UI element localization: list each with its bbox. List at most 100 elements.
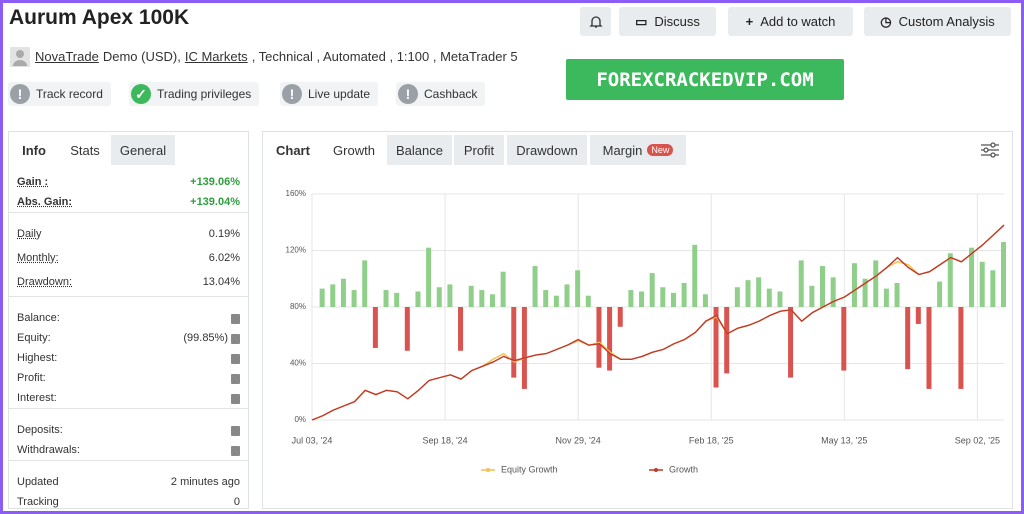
bar [734, 287, 740, 307]
stats-tab[interactable]: Info [9, 135, 59, 165]
bar [330, 284, 336, 307]
x-tick-label: May 13, '25 [821, 435, 867, 445]
bar [639, 291, 645, 307]
stat-value: 6.02% [209, 252, 240, 264]
bar [745, 280, 751, 307]
stat-row: Monthly: 6.02% [17, 250, 240, 266]
stat-label: Updated [17, 476, 59, 488]
bar [724, 307, 730, 374]
bar [979, 261, 985, 307]
tab-label: Margin [602, 142, 643, 158]
bar [958, 307, 964, 389]
stat-label: Withdrawals: [17, 444, 80, 456]
badge-label: Live update [308, 87, 371, 101]
bar [969, 247, 975, 307]
x-tick-label: Feb 18, '25 [689, 435, 734, 445]
chart-tab[interactable]: Drawdown [507, 135, 587, 165]
broker-link[interactable]: IC Markets [184, 49, 248, 64]
bar [511, 307, 517, 378]
tab-label: Balance [396, 142, 443, 158]
bar [894, 282, 900, 307]
bar [617, 307, 623, 327]
line [311, 224, 1005, 421]
stat-row: Abs. Gain: +139.04% [17, 194, 240, 210]
bar [681, 282, 687, 307]
bar [873, 260, 879, 307]
header-button[interactable]: + Add to watch [728, 7, 853, 36]
separator [9, 212, 248, 213]
y-tick-label: 80% [290, 302, 306, 311]
status-icon: ✓ [131, 84, 151, 104]
bar [543, 290, 549, 307]
bar [809, 285, 815, 307]
legend-dot [486, 468, 490, 472]
value-text: 13.04% [202, 276, 240, 288]
value-text: +139.06% [190, 176, 240, 188]
account-line: NovaTrade Demo (USD), IC Markets , Techn… [35, 49, 518, 64]
chart-tab[interactable]: Profit [454, 135, 504, 165]
bar [777, 291, 783, 307]
stat-value [231, 393, 240, 404]
stat-row: Tracking 0 [17, 494, 240, 510]
value-text: 0.19% [208, 228, 240, 240]
bar [479, 290, 485, 307]
stat-label: Tracking [17, 496, 59, 508]
header-button[interactable]: ◷ Custom Analysis [864, 7, 1011, 36]
bar [319, 288, 325, 307]
bar [990, 270, 996, 307]
stat-label: Abs. Gain: [17, 196, 73, 208]
bar [404, 307, 410, 351]
separator [9, 460, 248, 461]
badge: ✓ Trading privileges [129, 82, 260, 106]
stat-value [231, 425, 240, 436]
stat-label: Gain : [17, 176, 49, 188]
bar [575, 270, 581, 307]
account: Demo (USD), [102, 49, 181, 64]
button-label: Discuss [654, 14, 700, 29]
badge: ! Cashback [396, 82, 486, 106]
bar [564, 284, 570, 307]
badge: ! Track record [8, 82, 111, 106]
stat-value: +139.06% [190, 176, 240, 188]
stat-row: Withdrawals: [17, 442, 240, 458]
stat-label: Highest: [17, 352, 58, 364]
bar [596, 307, 602, 368]
bar [500, 271, 506, 307]
stats-tab[interactable]: Stats [59, 135, 111, 165]
chart-tab[interactable]: Growth [323, 135, 385, 165]
button-label: Add to watch [760, 14, 836, 29]
bar [830, 277, 836, 307]
stat-value: (99.85%) [183, 332, 240, 344]
bar [756, 277, 762, 307]
bar [521, 307, 527, 389]
stat-label: Equity: [17, 332, 51, 344]
bar [340, 278, 346, 307]
stat-label: Daily [17, 228, 42, 240]
status-icon: ! [282, 84, 302, 104]
value-text: 2 minutes ago [170, 476, 240, 488]
button-label: Custom Analysis [898, 14, 995, 29]
header-button[interactable]: ▭ Discuss [619, 7, 716, 36]
chart-tab[interactable]: Balance [387, 135, 452, 165]
settings-icon[interactable] [979, 140, 1001, 160]
stats-panel: Info Stats General Gain : +139.06% Abs. Gain:… [8, 131, 249, 509]
stats-tab[interactable]: General [111, 135, 175, 165]
chart-tab[interactable]: Margin New [590, 135, 686, 165]
bar [585, 295, 591, 307]
owner-link[interactable]: NovaTrade [35, 49, 99, 64]
stat-row: Drawdown: 13.04% [17, 274, 240, 290]
avatar [10, 47, 30, 67]
badge-label: Track record [36, 87, 103, 101]
chart-panel: Chart 0% 40% 80% 120% 160% Jul 03, '24 Sep 18,… [262, 131, 1013, 509]
stat-row: Highest: [17, 350, 240, 366]
title: Aurum Apex 100K [9, 6, 190, 29]
lock-icon [231, 394, 240, 404]
bell-button[interactable] [580, 7, 611, 36]
badge: ! Live update [280, 82, 379, 106]
stat-row: Profit: [17, 370, 240, 386]
chart: 0% 40% 80% 120% 160% Jul 03, '24 Sep 18, '24 No… [286, 189, 1006, 474]
stat-value: 13.04% [203, 276, 240, 288]
stat-row: Equity: (99.85%) [17, 330, 240, 346]
bar [436, 287, 442, 307]
stat-row: Deposits: [17, 422, 240, 438]
